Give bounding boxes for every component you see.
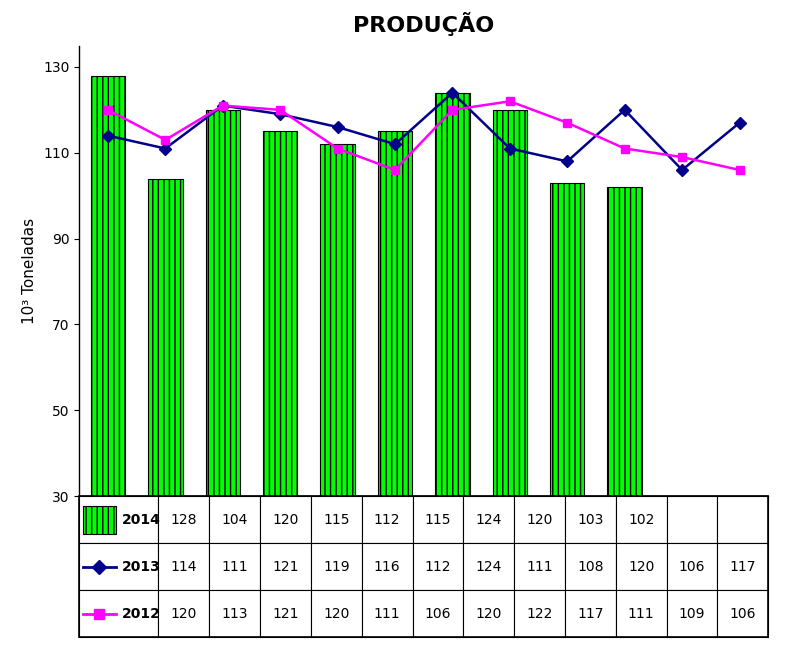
Bar: [718, 590, 768, 637]
Text: 124: 124: [475, 560, 502, 573]
Text: 115: 115: [425, 513, 451, 526]
Text: 104: 104: [222, 513, 248, 526]
Text: 120: 120: [170, 606, 197, 621]
Text: 114: 114: [170, 560, 197, 573]
Text: 2014: 2014: [121, 513, 160, 526]
Bar: [514, 496, 565, 543]
Bar: [260, 543, 311, 590]
Text: 108: 108: [577, 560, 604, 573]
Bar: [667, 590, 718, 637]
Bar: [79, 496, 158, 543]
Bar: [565, 496, 616, 543]
Bar: [667, 543, 718, 590]
Text: 120: 120: [272, 513, 299, 526]
Bar: [362, 543, 413, 590]
Text: 121: 121: [272, 606, 299, 621]
Bar: [667, 496, 718, 543]
Bar: [413, 543, 463, 590]
Text: 111: 111: [374, 606, 401, 621]
Bar: [320, 144, 355, 625]
Bar: [565, 590, 616, 637]
Bar: [260, 496, 311, 543]
Text: 124: 124: [475, 513, 502, 526]
Text: 116: 116: [374, 560, 401, 573]
Bar: [514, 543, 565, 590]
Text: 119: 119: [323, 560, 349, 573]
Bar: [206, 110, 240, 625]
Text: 2013: 2013: [121, 560, 160, 573]
Bar: [209, 543, 260, 590]
Bar: [718, 543, 768, 590]
Text: 128: 128: [170, 513, 197, 526]
Text: 120: 120: [475, 606, 502, 621]
Text: 113: 113: [222, 606, 248, 621]
Bar: [82, 506, 116, 534]
Bar: [209, 590, 260, 637]
Text: 106: 106: [425, 606, 451, 621]
Bar: [413, 590, 463, 637]
Bar: [260, 590, 311, 637]
Bar: [463, 496, 514, 543]
Text: 120: 120: [628, 560, 654, 573]
Bar: [158, 590, 209, 637]
Bar: [362, 496, 413, 543]
Bar: [550, 183, 584, 625]
Bar: [463, 543, 514, 590]
Bar: [158, 496, 209, 543]
Text: 106: 106: [679, 560, 705, 573]
Text: 120: 120: [323, 606, 349, 621]
Bar: [79, 590, 158, 637]
Text: 120: 120: [527, 513, 553, 526]
Bar: [148, 179, 182, 625]
Bar: [565, 543, 616, 590]
Text: 111: 111: [526, 560, 553, 573]
Bar: [209, 496, 260, 543]
Bar: [616, 496, 667, 543]
Bar: [436, 93, 470, 625]
Y-axis label: 10³ Toneladas: 10³ Toneladas: [22, 218, 37, 324]
Text: 117: 117: [729, 560, 756, 573]
Bar: [90, 75, 125, 625]
Text: 112: 112: [425, 560, 451, 573]
Text: 106: 106: [729, 606, 756, 621]
Bar: [607, 187, 642, 625]
Bar: [616, 543, 667, 590]
Text: 112: 112: [374, 513, 401, 526]
Text: 111: 111: [628, 606, 654, 621]
Bar: [718, 496, 768, 543]
Text: 102: 102: [628, 513, 654, 526]
Text: 115: 115: [323, 513, 349, 526]
Text: 109: 109: [679, 606, 705, 621]
Bar: [263, 131, 298, 625]
Bar: [463, 590, 514, 637]
Bar: [311, 543, 362, 590]
Title: PRODUÇÃO: PRODUÇÃO: [353, 12, 494, 36]
Bar: [158, 543, 209, 590]
Text: 122: 122: [527, 606, 553, 621]
Text: 117: 117: [577, 606, 604, 621]
Bar: [311, 590, 362, 637]
Bar: [616, 590, 667, 637]
Text: 111: 111: [221, 560, 248, 573]
Text: 2012: 2012: [121, 606, 160, 621]
Text: 103: 103: [577, 513, 604, 526]
Bar: [79, 543, 158, 590]
Bar: [378, 131, 413, 625]
Bar: [362, 590, 413, 637]
Bar: [514, 590, 565, 637]
Bar: [413, 496, 463, 543]
Bar: [311, 496, 362, 543]
Text: 121: 121: [272, 560, 299, 573]
Bar: [493, 110, 527, 625]
